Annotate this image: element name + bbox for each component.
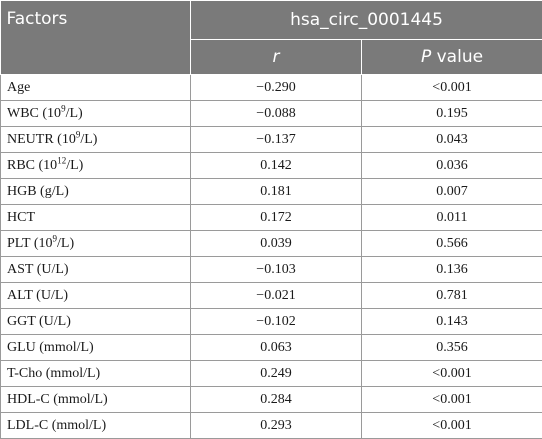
p-value-cell: <0.001 (362, 75, 542, 101)
r-header-label: r (273, 47, 280, 67)
p-value-header: P value (362, 40, 542, 75)
p-value-cell: 0.195 (362, 101, 542, 127)
r-value-cell: −0.021 (191, 283, 362, 309)
factor-name-cell: GLU (mmol/L) (1, 335, 191, 361)
p-value-cell: <0.001 (362, 413, 542, 439)
factor-name: GGT (U/L) (7, 314, 71, 329)
r-value-cell: −0.103 (191, 257, 362, 283)
factor-unit-suffix: /L) (66, 106, 83, 121)
p-value-cell: 0.356 (362, 335, 542, 361)
factor-name: Age (7, 80, 30, 95)
factor-unit-suffix: /L) (66, 158, 83, 173)
factor-name-cell: HCT (1, 205, 191, 231)
factor-name: WBC (10 (7, 106, 61, 121)
header-row-1: Factors hsa_circ_0001445 (1, 1, 542, 40)
p-value-cell: 0.136 (362, 257, 542, 283)
r-value-cell: 0.142 (191, 153, 362, 179)
factor-name-cell: ALT (U/L) (1, 283, 191, 309)
factor-name: AST (U/L) (7, 262, 69, 277)
r-value-cell: 0.039 (191, 231, 362, 257)
r-value-cell: 0.063 (191, 335, 362, 361)
factor-name: RBC (10 (7, 158, 57, 173)
p-value-cell: 0.011 (362, 205, 542, 231)
p-value-cell: <0.001 (362, 387, 542, 413)
table-header: Factors hsa_circ_0001445 r P value (1, 1, 542, 75)
factor-name: PLT (10 (7, 236, 53, 251)
r-value-cell: 0.293 (191, 413, 362, 439)
factor-name-cell: HGB (g/L) (1, 179, 191, 205)
factor-name: ALT (U/L) (7, 288, 68, 303)
factor-unit-exponent: 12 (57, 155, 66, 165)
group-header: hsa_circ_0001445 (191, 1, 542, 40)
r-value-cell: −0.088 (191, 101, 362, 127)
factor-name-cell: HDL-C (mmol/L) (1, 387, 191, 413)
r-value-cell: 0.172 (191, 205, 362, 231)
p-value-cell: <0.001 (362, 361, 542, 387)
r-value-cell: 0.181 (191, 179, 362, 205)
factor-unit-suffix: /L) (57, 236, 74, 251)
table-row: T-Cho (mmol/L) 0.249<0.001 (1, 361, 542, 387)
r-value-cell: −0.102 (191, 309, 362, 335)
factor-name-cell: Age (1, 75, 191, 101)
p-value-cell: 0.036 (362, 153, 542, 179)
p-value-cell: 0.143 (362, 309, 542, 335)
factor-name-cell: WBC (109/L) (1, 101, 191, 127)
factor-name: LDL-C (mmol/L) (7, 418, 106, 433)
p-value-cell: 0.566 (362, 231, 542, 257)
factor-name-cell: LDL-C (mmol/L) (1, 413, 191, 439)
factors-header: Factors (1, 1, 191, 75)
factor-name: GLU (mmol/L) (7, 340, 94, 355)
table-row: HDL-C (mmol/L) 0.284<0.001 (1, 387, 542, 413)
p-header-rest: value (431, 47, 483, 67)
r-header: r (191, 40, 362, 75)
table-row: Age −0.290<0.001 (1, 75, 542, 101)
factor-name-cell: T-Cho (mmol/L) (1, 361, 191, 387)
factor-name: T-Cho (mmol/L) (7, 366, 100, 381)
factor-name-cell: NEUTR (109/L) (1, 127, 191, 153)
r-value-cell: 0.284 (191, 387, 362, 413)
factor-unit-suffix: /L) (80, 132, 97, 147)
p-header-italic: P (421, 47, 431, 67)
r-value-cell: −0.137 (191, 127, 362, 153)
p-value-cell: 0.043 (362, 127, 542, 153)
factor-name: HCT (7, 210, 35, 225)
factor-name: HGB (g/L) (7, 184, 69, 199)
factor-name: HDL-C (mmol/L) (7, 392, 108, 407)
factor-name: NEUTR (10 (7, 132, 76, 147)
factor-name-cell: RBC (1012/L) (1, 153, 191, 179)
table-row: LDL-C (mmol/L) 0.293<0.001 (1, 413, 542, 439)
factor-name-cell: AST (U/L) (1, 257, 191, 283)
r-value-cell: −0.290 (191, 75, 362, 101)
p-value-cell: 0.781 (362, 283, 542, 309)
r-value-cell: 0.249 (191, 361, 362, 387)
factor-name-cell: PLT (109/L) (1, 231, 191, 257)
p-value-cell: 0.007 (362, 179, 542, 205)
factor-name-cell: GGT (U/L) (1, 309, 191, 335)
